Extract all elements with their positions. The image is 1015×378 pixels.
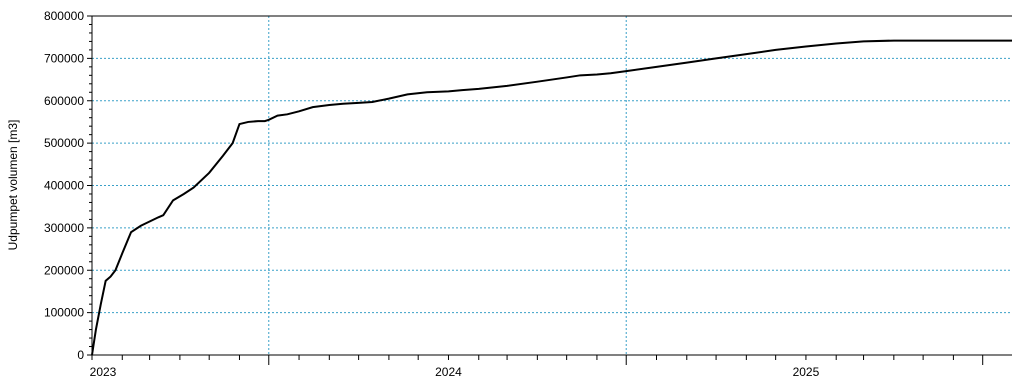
grid-layer xyxy=(92,16,1012,355)
tick-layer xyxy=(87,15,984,365)
y-tick-label: 200000 xyxy=(44,263,84,277)
x-tick-label: 2023 xyxy=(90,365,117,378)
x-tick-label: 2025 xyxy=(793,365,820,378)
y-tick-label: 300000 xyxy=(44,221,84,235)
y-tick-label: 800000 xyxy=(44,9,84,23)
x-tick-label: 2024 xyxy=(435,365,462,378)
y-tick-label: 700000 xyxy=(44,51,84,65)
y-tick-label: 400000 xyxy=(44,179,84,193)
y-tick-label: 600000 xyxy=(44,94,84,108)
y-tick-label: 500000 xyxy=(44,136,84,150)
y-tick-label: 100000 xyxy=(44,306,84,320)
y-tick-label: 0 xyxy=(77,348,84,362)
label-layer: Udpumpet volumen [m3] 0 100000 200000 30000… xyxy=(6,9,820,378)
y-axis-title: Udpumpet volumen [m3] xyxy=(6,120,20,251)
series-line xyxy=(91,39,1012,356)
series-layer xyxy=(91,39,1012,356)
